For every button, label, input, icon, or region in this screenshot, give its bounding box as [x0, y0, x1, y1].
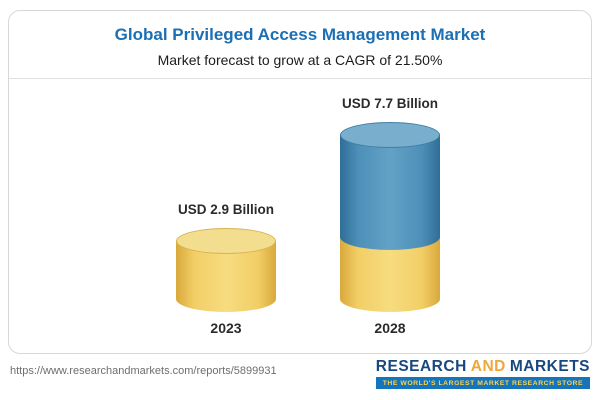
- category-label-2023: 2023: [210, 320, 242, 336]
- category-label-2028: 2028: [374, 320, 406, 336]
- brand-logo: RESEARCH AND MARKETS THE WORLD'S LARGEST M…: [375, 358, 590, 389]
- value-label-2023: USD 2.9 Billion: [177, 202, 275, 217]
- cylinder-body-2028: [340, 135, 440, 250]
- cylinder-top-2028: [340, 122, 440, 148]
- cylinder-top-2023: [176, 228, 276, 254]
- value-label-2028: USD 7.7 Billion: [341, 96, 439, 111]
- chart-subtitle: Market forecast to grow at a CAGR of 21.…: [157, 52, 443, 68]
- chart-frame: Global Privileged Access Management Mark…: [8, 10, 592, 354]
- logo-word-research: RESEARCH: [375, 358, 467, 375]
- brand-tagline: THE WORLD'S LARGEST MARKET RESEARCH STOR…: [375, 377, 590, 389]
- bar-cylinder-2028: [340, 122, 440, 312]
- chart-header: Global Privileged Access Management Mark…: [9, 11, 591, 79]
- brand-wordmark: RESEARCH AND MARKETS: [376, 358, 590, 375]
- logo-word-and: AND: [470, 358, 506, 375]
- logo-word-markets: MARKETS: [509, 358, 590, 375]
- source-url-link[interactable]: https://www.researchandmarkets.com/repor…: [10, 365, 277, 377]
- footer: https://www.researchandmarkets.com/repor…: [0, 358, 600, 400]
- chart-title: Global Privileged Access Management Mark…: [114, 25, 486, 44]
- bar-cylinder-2023: [176, 228, 276, 312]
